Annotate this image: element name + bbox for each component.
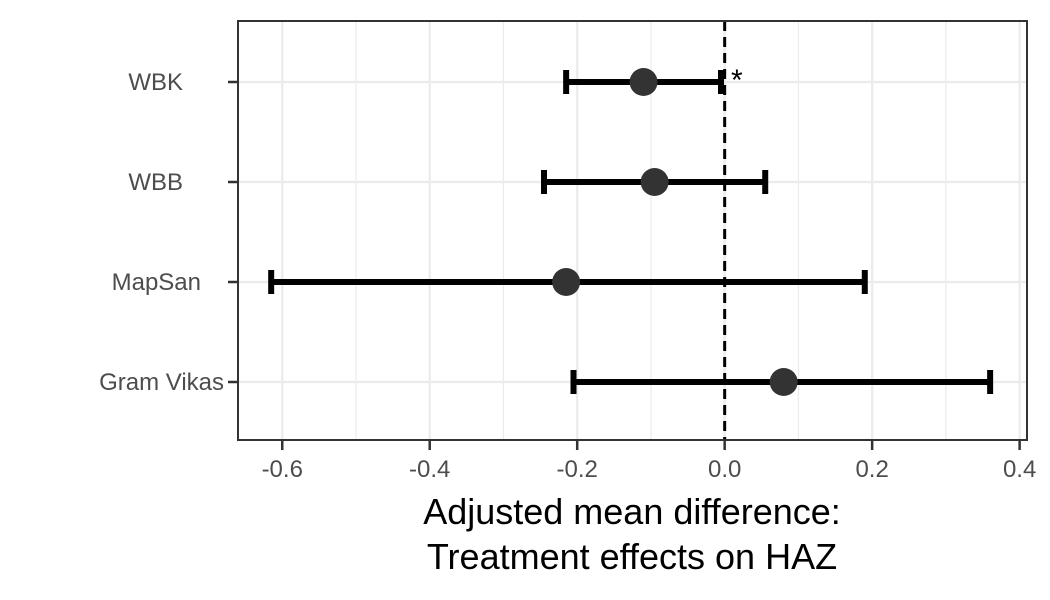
y-tick-label: MapSan [112,269,201,296]
x-tick-label: -0.4 [409,456,450,483]
y-tick-label: Gram Vikas [99,369,224,396]
x-tick-label: 0.2 [855,456,888,483]
significance-asterisk: * [731,64,743,97]
errorbar-layer [268,70,994,394]
x-axis-label-line-2: Treatment effects on HAZ [427,536,837,577]
x-tick-label: -0.6 [262,456,303,483]
x-axis-label-line-1: Adjusted mean difference: [423,491,841,532]
x-tick-label: 0.0 [708,456,741,483]
x-tick-label: 0.4 [1003,456,1036,483]
panel-border [237,20,1028,441]
estimate-point [769,368,798,396]
estimate-point [640,168,669,196]
estimate-point [552,268,581,296]
y-tick-label: WBB [128,169,183,196]
axis-layer: WBK WBB MapSan Gram Vikas -0.6 -0.4 -0.2 0.0 0.2… [99,69,1036,483]
x-tick-label: -0.2 [557,456,598,483]
point-layer: * [552,64,798,396]
y-tick-label: WBK [128,69,183,96]
estimate-point [629,68,658,96]
